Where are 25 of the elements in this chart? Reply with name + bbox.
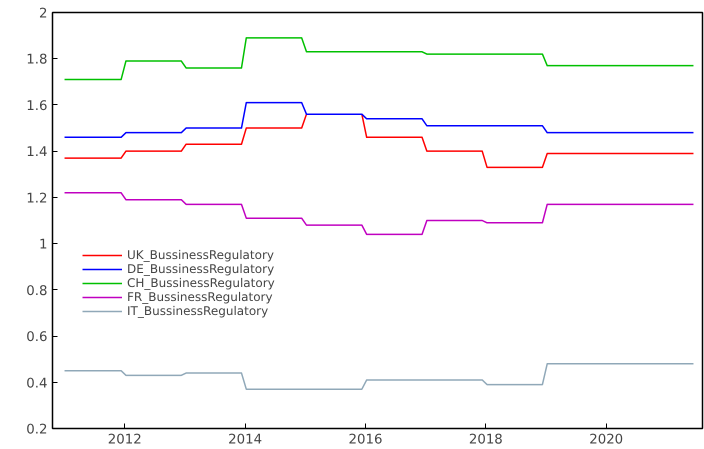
y-tick-label: 0.4: [26, 376, 48, 392]
y-tick-label: 0.8: [26, 284, 48, 299]
line-series: [64, 192, 694, 236]
y-tick-label: 1.6: [26, 98, 48, 114]
legend-label: FR_BussinessRegulatory: [127, 290, 273, 304]
y-tick-label: 0.6: [26, 330, 48, 346]
y-tick-label: 1.8: [26, 52, 48, 68]
line-series: [64, 363, 694, 390]
legend-label: CH_BussinessRegulatory: [127, 276, 275, 290]
line-series: [64, 37, 694, 80]
legend-label: UK_BussinessRegulatory: [127, 248, 274, 262]
x-tick-label: 2020: [589, 432, 624, 448]
line-series: [64, 113, 694, 168]
line-series: [64, 102, 694, 138]
x-tick-label: 2018: [468, 432, 503, 448]
legend-label: IT_BussinessRegulatory: [127, 304, 268, 318]
y-tick-label: 1: [39, 238, 48, 253]
x-tick-label: 2016: [348, 432, 382, 448]
legend-label: DE_BussinessRegulatory: [127, 262, 274, 276]
y-tick-label: 0.2: [26, 422, 48, 438]
y-tick-label: 2: [39, 6, 48, 22]
y-tick-label: 1.4: [26, 145, 48, 160]
y-tick-label: 1.2: [26, 191, 48, 206]
x-tick-label: 2014: [228, 432, 262, 448]
x-tick-label: 2012: [108, 432, 142, 448]
